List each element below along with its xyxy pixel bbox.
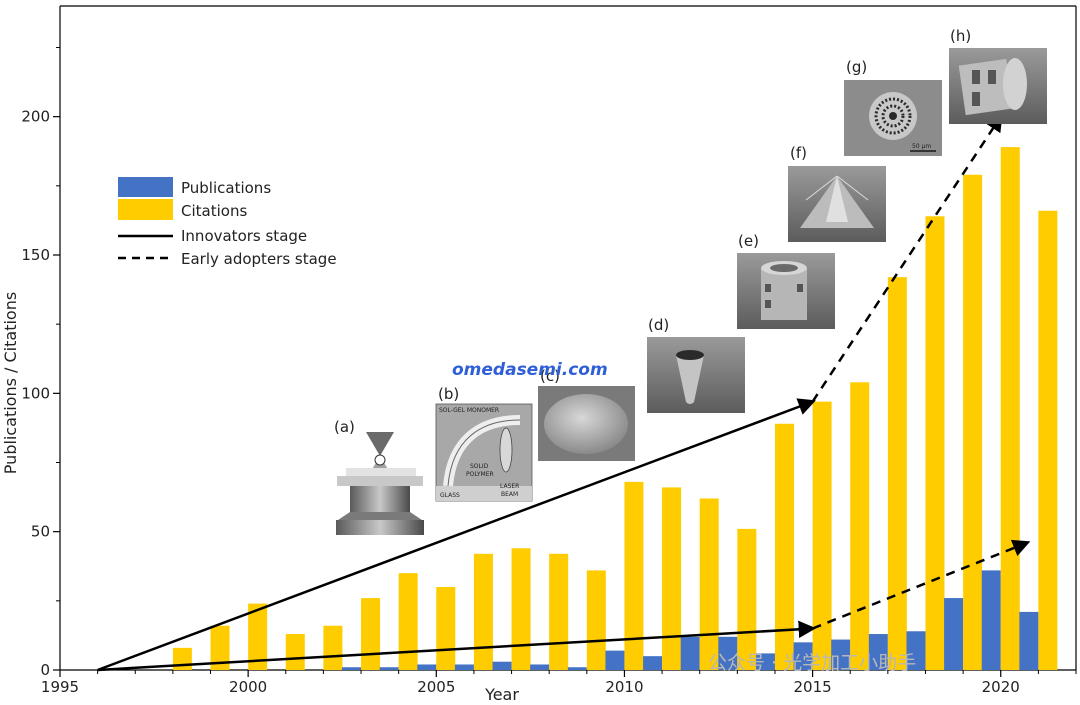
inset-h-fiber-tip-image: (h) [949, 27, 1047, 124]
bar-citations-2003 [361, 598, 381, 670]
legend-label-citations: Citations [181, 202, 247, 220]
trend-arrows [97, 113, 1031, 672]
bars [172, 147, 1058, 671]
panel-label-e: (e) [738, 232, 759, 250]
bar-publications-2017 [868, 634, 888, 670]
bar-publications-2020 [981, 570, 1001, 670]
legend-label-early-adopters: Early adopters stage [181, 250, 337, 268]
bar-citations-2010 [624, 481, 644, 670]
bar-citations-2021 [1038, 210, 1058, 670]
y-tick-label-50: 50 [31, 523, 50, 541]
bar-publications-2021 [1019, 611, 1039, 670]
legend-swatch-publications [118, 177, 173, 197]
bar-publications-2019 [944, 598, 964, 670]
watermark-website: omedasemi.com [452, 360, 608, 380]
bar-citations-2008 [549, 553, 569, 670]
inset-a-schematic: (a) [334, 418, 424, 535]
inset-b-text-solid: SOLID [470, 463, 489, 470]
x-axis-title: Year [484, 685, 519, 704]
inset-f-pyramid-image: (f) [788, 144, 886, 242]
bar-publications-2009 [567, 667, 587, 670]
bar-publications-2018 [906, 631, 926, 670]
bar-publications-2003 [342, 667, 362, 670]
y-tick-label-150: 150 [21, 246, 50, 264]
bar-citations-2001 [285, 634, 305, 670]
panel-label-c: (c) [540, 367, 560, 385]
bar-citations-2018 [925, 216, 945, 670]
trend-arrow-dashed-2 [811, 113, 1003, 403]
inset-b-text-laser: LASER [500, 483, 519, 490]
bar-citations-2005 [436, 587, 456, 670]
bar-publications-2014 [755, 653, 775, 670]
trend-arrow-dashed-3 [812, 539, 1031, 630]
inset-c-dome-image: (c) [538, 367, 635, 461]
watermark-wechat: 公众号 · 光学加工小助手 [708, 652, 916, 674]
inset-d-cone-image: (d) [647, 316, 745, 413]
bar-citations-2000 [248, 603, 268, 670]
inset-b-text-polymer: POLYMER [466, 471, 494, 478]
bar-publications-2015 [793, 642, 813, 670]
trend-arrow-solid-1 [97, 620, 817, 672]
legend-label-innovators: Innovators stage [181, 227, 307, 245]
x-tick-label-2000: 2000 [229, 678, 267, 696]
bar-citations-2014 [774, 423, 794, 670]
panel-label-d: (d) [648, 316, 669, 334]
bar-publications-2008 [530, 664, 550, 670]
panel-label-h: (h) [950, 27, 971, 45]
bar-publications-2004 [379, 667, 399, 670]
bar-citations-2011 [662, 487, 682, 670]
x-tick-label-2005: 2005 [417, 678, 455, 696]
inset-b-text-monomer: SOL-GEL MONOMER [439, 407, 499, 414]
inset-e-cylinder-image: (e) [737, 232, 835, 329]
y-axis-title: Publications / Citations [1, 292, 20, 474]
bar-publications-2012 [680, 636, 700, 670]
bar-publications-2011 [643, 656, 663, 670]
inset-b-text-glass: GLASS [440, 492, 460, 499]
bar-citations-2009 [586, 570, 606, 670]
bar-citations-2017 [887, 277, 907, 670]
x-tick-label-2010: 2010 [605, 678, 643, 696]
inset-b-schematic: (b) SOL-GEL MONOMER SOLID POLYMER LASER … [435, 385, 533, 502]
inset-g-scale-bar: 50 µm [912, 143, 931, 150]
legend: Publications Citations Innovators stage … [118, 177, 337, 268]
bar-publications-2013 [718, 636, 738, 670]
bar-citations-2006 [473, 553, 493, 670]
bar-publications-2005 [417, 664, 437, 670]
y-tick-label-200: 200 [21, 108, 50, 126]
bar-citations-2002 [323, 625, 343, 670]
bar-publications-2016 [831, 639, 851, 670]
panel-label-a: (a) [334, 418, 355, 436]
bar-publications-2006 [454, 664, 474, 670]
bar-citations-2004 [398, 573, 418, 670]
inset-b-text-beam: BEAM [501, 491, 518, 498]
bar-citations-2019 [963, 174, 983, 670]
y-tick-label-0: 0 [40, 661, 50, 679]
bar-publications-2007 [492, 661, 512, 670]
panel-label-g: (g) [846, 58, 867, 76]
bar-citations-1999 [210, 625, 230, 670]
axis-ticks: 1995 2000 2005 2010 2015 2020 0 50 100 150 200 [21, 47, 1077, 696]
bar-citations-2016 [850, 382, 870, 670]
y-tick-label-100: 100 [21, 384, 50, 402]
bar-citations-2007 [511, 548, 531, 670]
trend-arrow-solid-0 [97, 398, 816, 672]
bar-citations-2012 [699, 498, 719, 670]
x-tick-label-1995: 1995 [41, 678, 79, 696]
x-tick-label-2020: 2020 [982, 678, 1020, 696]
bar-citations-2013 [737, 528, 757, 670]
bar-citations-2015 [812, 401, 832, 670]
legend-label-publications: Publications [181, 179, 271, 197]
bar-publications-2010 [605, 650, 625, 670]
bar-citations-2020 [1000, 147, 1020, 671]
inset-g-fiber-image: (g) 50 µm [844, 58, 942, 156]
panel-label-f: (f) [790, 144, 807, 162]
legend-swatch-citations [118, 199, 173, 220]
x-tick-label-2015: 2015 [793, 678, 831, 696]
panel-label-b: (b) [438, 385, 459, 403]
